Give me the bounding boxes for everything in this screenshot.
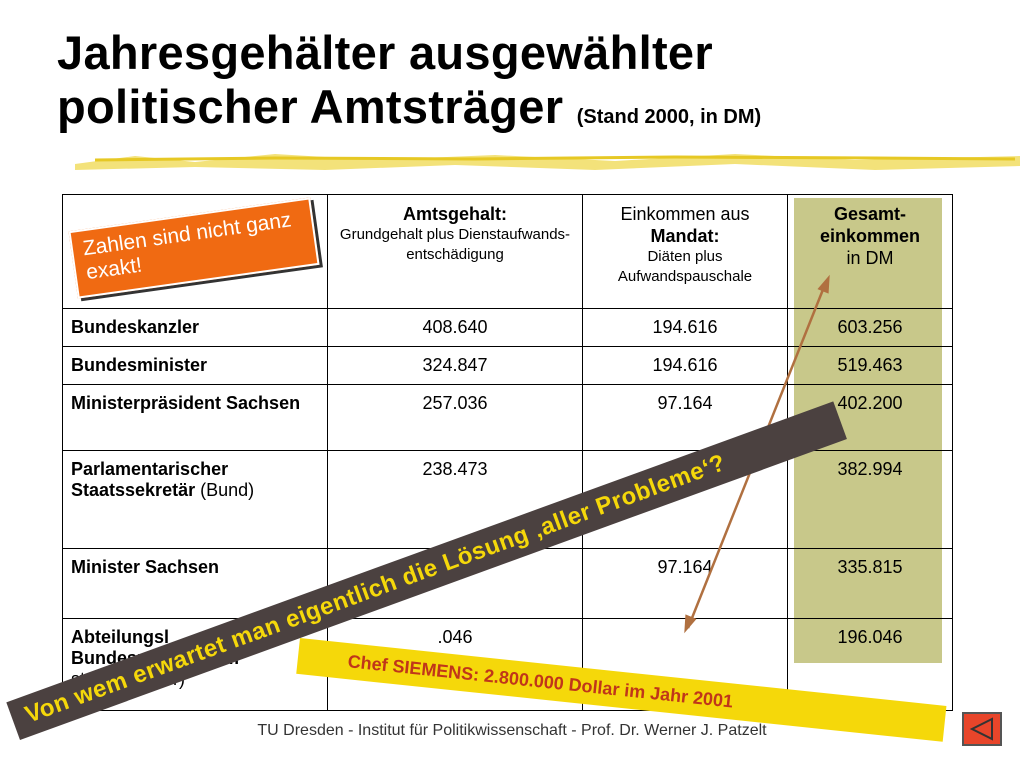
header-gesamt: Gesamt-einkommen in DM [787, 194, 953, 309]
title-line-1: Jahresgehälter ausgewählter [57, 26, 713, 79]
header-amtsgehalt-title: Amtsgehalt: [402, 204, 507, 224]
header-amtsgehalt-desc: Grundgehalt plus Dienstaufwands-entschäd… [339, 226, 571, 263]
back-button[interactable] [962, 712, 1002, 746]
row-name-cell: Parlamentarischer Staatssekretär (Bund) [62, 450, 328, 549]
table-row: Bundesminister 324.847 194.616 519.463 [62, 346, 953, 385]
header-mandat-desc: Diäten plus Aufwandspauschale [617, 248, 753, 285]
row-name: Parlamentarischer Staatssekretär [71, 459, 229, 500]
title-subtitle: (Stand 2000, in DM) [576, 106, 762, 128]
row-name: Bundeskanzler [62, 308, 328, 347]
cell-mandat: 97.164 [582, 548, 788, 619]
cell-amt: 408.640 [327, 308, 583, 347]
cell-gesamt: 519.463 [787, 346, 953, 385]
cell-mandat: 194.616 [582, 308, 788, 347]
header-mandat-line1: Einkommen aus [620, 204, 750, 224]
cell-gesamt: 335.815 [787, 548, 953, 619]
cell-gesamt: 603.256 [787, 308, 953, 347]
row-name: Bundesminister [62, 346, 328, 385]
row-name: Ministerpräsident Sachsen [62, 384, 328, 451]
cell-gesamt: 382.994 [787, 450, 953, 549]
row-name: Abteilungsl [71, 627, 169, 647]
cell-mandat: 194.616 [582, 346, 788, 385]
arrow-left-icon [969, 717, 993, 741]
slide-footer: TU Dresden - Institut für Politikwissens… [257, 722, 767, 739]
header-gesamt-unit: in DM [846, 248, 894, 268]
header-amtsgehalt: Amtsgehalt: Grundgehalt plus Dienstaufwa… [327, 194, 583, 309]
header-mandat: Einkommen aus Mandat: Diäten plus Aufwan… [582, 194, 788, 309]
table-row: Bundeskanzler 408.640 194.616 603.256 [62, 308, 953, 347]
brush-stroke-divider [75, 154, 1020, 170]
title-line-2: politischer Amtsträger (Stand 2000, in D… [57, 80, 1017, 144]
header-gesamt-title: Gesamt-einkommen [819, 204, 921, 246]
row-name-extra: (Bund) [200, 480, 255, 500]
cell-amt: 324.847 [327, 346, 583, 385]
header-mandat-title: Mandat: [650, 226, 720, 246]
slide-title: Jahresgehälter ausgewählter politischer … [57, 26, 1017, 144]
title-line-2-text: politischer Amtsträger [57, 80, 564, 133]
cell-amt: 257.036 [327, 384, 583, 451]
